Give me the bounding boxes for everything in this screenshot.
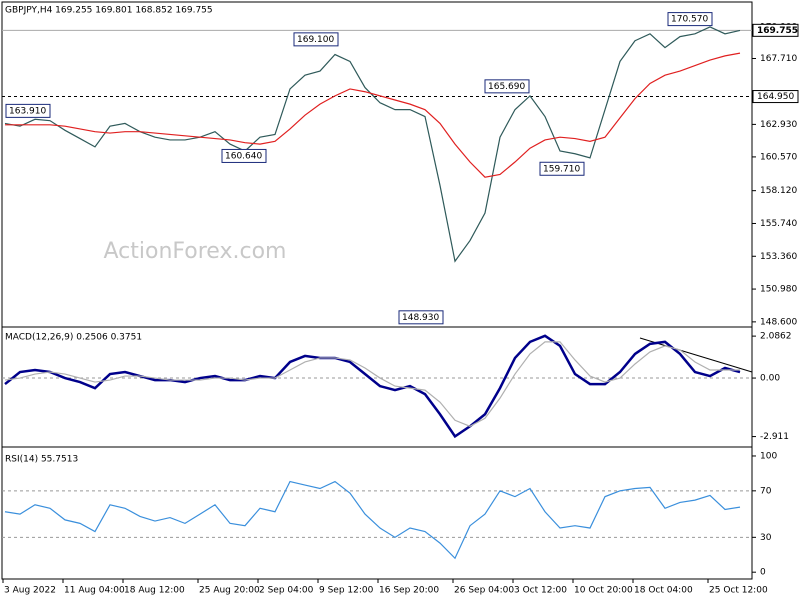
header: GBPJPY,H4 169.255 169.801 168.852 169.75… — [5, 6, 213, 16]
annotation-label: 170.570 — [671, 15, 708, 25]
annotation-label: 165.690 — [488, 82, 525, 92]
x-tick-label: 16 Sep 20:00 — [379, 586, 439, 596]
series-line — [4, 334, 741, 439]
y-tick-label: -2.911 — [760, 432, 789, 442]
y-tick-label: 30 — [760, 533, 772, 543]
annotation-box — [484, 79, 530, 94]
series-line — [4, 26, 741, 263]
annotation-label: 169.100 — [297, 35, 334, 45]
y-tick-label: 167.710 — [760, 54, 797, 64]
annotation-box — [539, 161, 585, 176]
annotation-label: 159.710 — [543, 164, 580, 174]
y-tick-label: 162.930 — [760, 120, 797, 130]
y-tick-label: 100 — [760, 451, 777, 461]
y-tick-label: 2.0862 — [760, 332, 792, 342]
x-tick-label: 9 Sep 12:00 — [319, 586, 374, 596]
x-tick-label: 26 Sep 04:00 — [454, 586, 514, 596]
last-price-box — [752, 23, 799, 37]
x-tick-label: 11 Aug 04:00 — [64, 586, 125, 596]
annotation-box — [667, 12, 713, 27]
x-tick-label: 18 Aug 12:00 — [124, 586, 185, 596]
last-price-label: 169.755 — [757, 26, 798, 36]
annotation-label: 163.910 — [9, 106, 46, 116]
x-tick-label: 2 Sep 04:00 — [259, 586, 314, 596]
x-tick-label: 3 Aug 2022 — [4, 586, 56, 596]
series-line — [4, 341, 740, 427]
x-tick-label: 25 Aug 20:00 — [199, 586, 260, 596]
x-tick-label: 25 Oct 12:00 — [709, 586, 768, 596]
y-tick-label: 148.600 — [760, 317, 797, 327]
series-line — [4, 480, 741, 560]
level-label: 164.950 — [757, 92, 794, 102]
y-tick-label: 0.00 — [760, 374, 780, 384]
y-tick-label: 155.740 — [760, 219, 797, 229]
y-tick-label: 153.360 — [760, 252, 797, 262]
annotation-box — [293, 32, 339, 47]
watermark: ActionForex.com — [104, 239, 287, 264]
level-label-box — [752, 90, 799, 104]
x-tick-label: 3 Oct 12:00 — [514, 586, 567, 596]
annotation-label: 148.930 — [402, 313, 439, 323]
y-tick-label: 0 — [760, 568, 766, 578]
y-tick-label: 158.120 — [760, 186, 797, 196]
y-tick-label: 160.570 — [760, 152, 797, 162]
panel-title: RSI(14) 55.7513 — [5, 455, 78, 465]
annotation-label: 160.640 — [225, 151, 262, 161]
y-tick-label: 70 — [760, 486, 772, 496]
annotation-box — [398, 310, 444, 325]
x-tick-label: 18 Oct 04:00 — [634, 586, 693, 596]
x-tick-label: 10 Oct 20:00 — [574, 586, 633, 596]
panel-title: MACD(12,26,9) 0.2506 0.3751 — [5, 333, 142, 343]
frame — [1, 1, 753, 580]
series-line — [5, 52, 741, 178]
y-tick-label: 150.980 — [760, 285, 797, 295]
annotation-box — [221, 148, 267, 163]
annotation-box — [5, 103, 51, 118]
